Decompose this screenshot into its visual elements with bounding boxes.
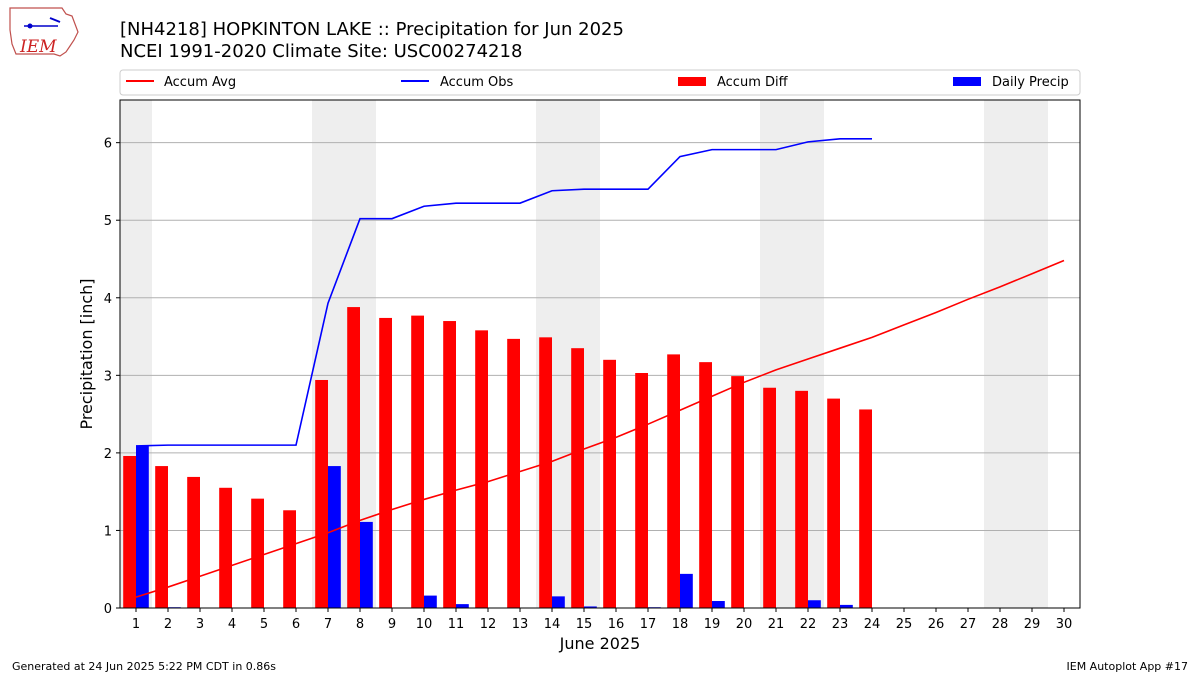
bar-daily-precip (552, 596, 565, 608)
bar-accum-diff (603, 359, 616, 608)
x-tick-label: 24 (864, 617, 881, 632)
gridlines (120, 142, 1080, 531)
x-tick-label: 6 (292, 617, 300, 632)
x-tick-label: 20 (736, 617, 753, 632)
bar-daily-precip (584, 606, 597, 608)
x-tick-label: 21 (768, 617, 785, 632)
x-axis-label: June 2025 (559, 634, 641, 653)
x-tick-label: 29 (1024, 617, 1041, 632)
x-tick-label: 30 (1056, 617, 1073, 632)
bar-accum-diff (571, 348, 584, 608)
y-axis-label: Precipitation [inch] (77, 278, 96, 429)
bar-accum-diff (251, 498, 264, 608)
x-tick-label: 16 (608, 617, 625, 632)
weekend-band (984, 100, 1048, 608)
y-tick-label: 1 (104, 524, 112, 539)
bar-accum-diff (347, 307, 360, 608)
line-accum-obs (135, 137, 872, 447)
bar-accum-diff (699, 362, 712, 608)
x-tick-label: 28 (992, 617, 1009, 632)
x-tick-label: 25 (896, 617, 913, 632)
x-tick-label: 15 (576, 617, 593, 632)
bar-accum-diff (763, 387, 776, 608)
bar-daily-precip (136, 445, 149, 608)
x-tick-label: 13 (512, 617, 529, 632)
bar-daily-precip (808, 600, 821, 608)
bar-daily-precip (424, 595, 437, 608)
bar-accum-diff (123, 455, 136, 608)
line-accum-avg (135, 259, 1065, 598)
legend-label-accum-diff: Accum Diff (717, 75, 789, 90)
y-axis-ticks: 0 1 2 3 4 5 6 (104, 137, 120, 617)
bar-daily-precip (328, 466, 341, 608)
x-tick-label: 23 (832, 617, 849, 632)
x-tick-label: 19 (704, 617, 721, 632)
bar-accum-diff (475, 330, 488, 608)
x-tick-label: 14 (544, 617, 561, 632)
bar-accum-diff (283, 510, 296, 608)
legend-swatch-accum-diff (678, 77, 706, 86)
x-tick-label: 4 (228, 617, 236, 632)
x-tick-label: 8 (356, 617, 364, 632)
bar-accum-diff (731, 376, 744, 608)
bar-accum-diff (859, 409, 872, 608)
bar-accum-diff (443, 321, 456, 608)
bar-accum-diff (795, 390, 808, 608)
bar-daily-precip (712, 601, 725, 608)
y-tick-label: 3 (104, 369, 112, 384)
plot-frame (119, 99, 1081, 609)
footer-generated: Generated at 24 Jun 2025 5:22 PM CDT in … (12, 660, 276, 673)
x-tick-label: 18 (672, 617, 689, 632)
chart-title: [NH4218] HOPKINTON LAKE :: Precipitation… (120, 19, 624, 40)
x-tick-label: 9 (388, 617, 396, 632)
legend: Accum Avg Accum Obs Accum Diff Daily Pre… (119, 69, 1081, 96)
bar-accum-diff (315, 379, 328, 608)
y-tick-label: 4 (104, 292, 112, 307)
x-tick-label: 12 (480, 617, 497, 632)
chart-subtitle: NCEI 1991-2020 Climate Site: USC00274218 (120, 41, 522, 62)
bar-accum-diff (219, 487, 232, 608)
x-tick-label: 22 (800, 617, 817, 632)
bar-accum-diff (187, 476, 200, 608)
bar-daily-precip (456, 604, 469, 608)
x-tick-label: 17 (640, 617, 657, 632)
bar-daily-precip (840, 604, 853, 608)
x-tick-label: 27 (960, 617, 977, 632)
x-tick-label: 3 (196, 617, 204, 632)
x-tick-label: 2 (164, 617, 172, 632)
bar-daily-precip (360, 521, 373, 608)
bar-daily-precip (680, 573, 693, 608)
bar-accum-diff (539, 337, 552, 608)
bar-accum-diff (635, 373, 648, 608)
legend-label-accum-avg: Accum Avg (164, 75, 236, 90)
x-tick-label: 7 (324, 617, 332, 632)
bar-accum-diff (379, 317, 392, 608)
legend-label-accum-obs: Accum Obs (440, 75, 513, 90)
x-axis-ticks: 1 2 3 4 5 6 7 8 9 10 11 12 13 14 15 16 17 18 19 20 21 22 23 24 2… (132, 608, 1072, 632)
x-tick-label: 11 (448, 617, 465, 632)
y-tick-label: 6 (104, 137, 112, 152)
legend-label-daily-precip: Daily Precip (992, 75, 1069, 90)
x-tick-label: 10 (416, 617, 433, 632)
logo-text: IEM (19, 37, 57, 57)
bar-accum-diff (667, 354, 680, 608)
y-tick-label: 2 (104, 447, 112, 462)
x-tick-label: 5 (260, 617, 268, 632)
iem-logo: IEM (9, 7, 79, 57)
y-tick-label: 5 (104, 214, 112, 229)
y-tick-label: 0 (104, 602, 112, 617)
bar-accum-diff (411, 315, 424, 608)
legend-swatch-daily-precip (953, 77, 981, 86)
bar-accum-diff (827, 398, 840, 608)
footer-app: IEM Autoplot App #17 (1067, 660, 1189, 673)
bar-accum-diff (155, 466, 168, 608)
x-tick-label: 26 (928, 617, 945, 632)
bars (123, 307, 872, 608)
series-lines (135, 137, 1065, 598)
x-tick-label: 1 (132, 617, 140, 632)
